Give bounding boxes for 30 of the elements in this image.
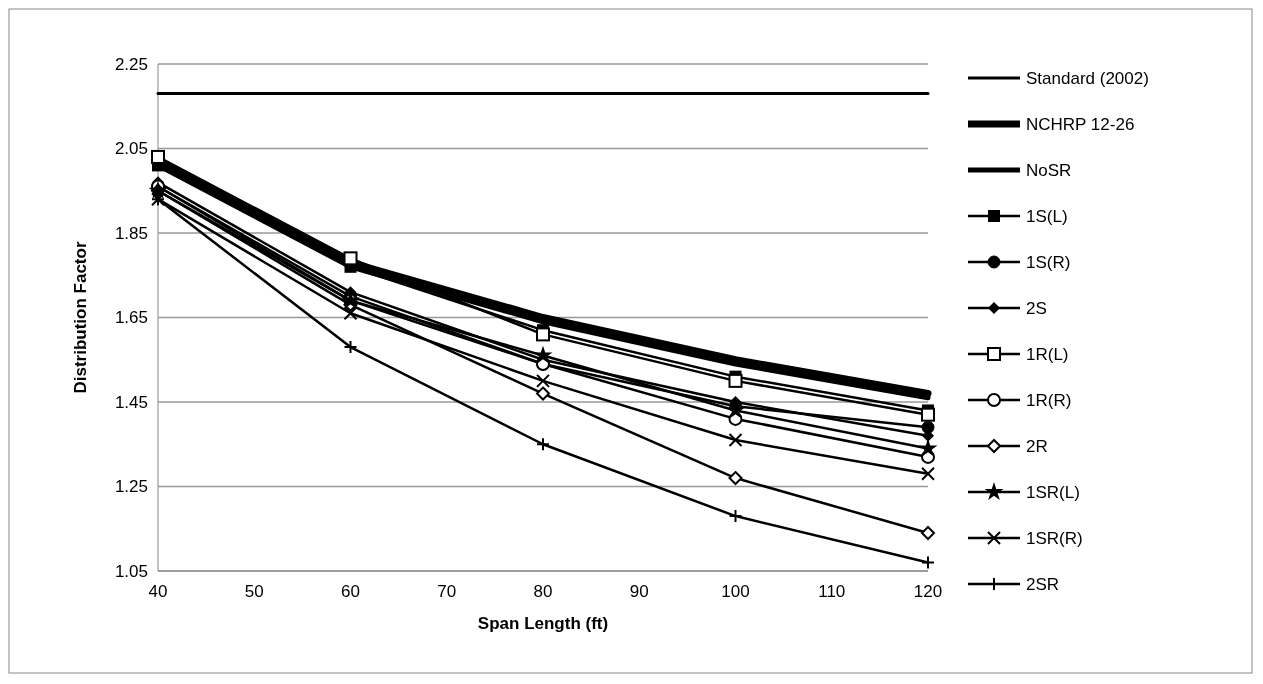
legend-label: 1S(R): [1026, 252, 1071, 272]
legend-label: 1R(R): [1026, 390, 1072, 410]
legend-label: 1R(L): [1026, 344, 1069, 364]
x-tick-label: 80: [533, 582, 553, 601]
legend-label: NCHRP 12-26: [1026, 114, 1135, 134]
x-axis-title: Span Length (ft): [477, 614, 609, 633]
x-tick-label: 60: [341, 582, 360, 601]
x-tick-label: 40: [148, 582, 168, 601]
legend-label: 2SR: [1026, 574, 1060, 594]
x-tick-label: 120: [913, 582, 943, 601]
legend-label: 2R: [1026, 436, 1048, 456]
y-tick-label: 2.05: [114, 139, 148, 159]
legend-label: 2S: [1026, 298, 1047, 318]
y-axis-title: Distribution Factor: [71, 241, 90, 394]
x-tick-label: 90: [629, 582, 649, 601]
x-tick-label: 100: [721, 582, 750, 601]
legend-label: 1SR(L): [1026, 482, 1080, 502]
x-tick-label: 70: [437, 582, 457, 601]
y-tick-label: 1.25: [114, 477, 148, 497]
x-tick-label: 50: [244, 582, 264, 601]
y-tick-label: 1.05: [114, 561, 148, 581]
legend-label: Standard (2002): [1026, 68, 1149, 88]
y-tick-label: 1.65: [114, 308, 148, 328]
y-tick-label: 2.25: [114, 54, 148, 74]
legend-label: NoSR: [1026, 160, 1072, 180]
legend-label: 1S(L): [1026, 206, 1068, 226]
y-tick-label: 1.85: [114, 223, 148, 243]
x-tick-label: 110: [818, 582, 846, 601]
y-tick-label: 1.45: [114, 392, 148, 412]
legend-label: 1SR(R): [1026, 528, 1083, 548]
